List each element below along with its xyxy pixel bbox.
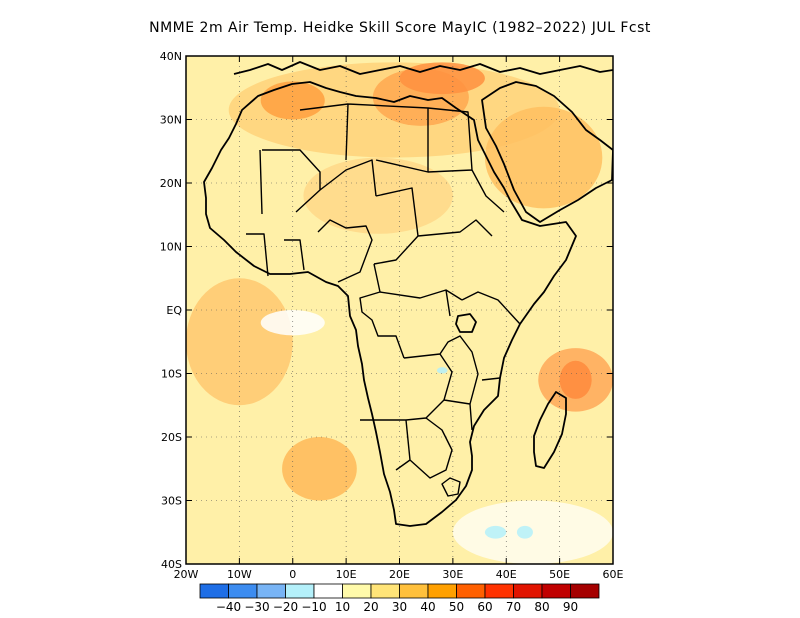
x-tick-label: 50E	[549, 568, 570, 581]
colorbar-swatch	[456, 583, 486, 599]
field-patch-atlantic-white	[260, 310, 325, 336]
y-tick-label: 10N	[160, 241, 182, 254]
colorbar-label: 90	[563, 600, 578, 614]
y-tick-label: 30S	[161, 495, 182, 508]
lake-victoria	[455, 313, 477, 333]
colorbar-label: 20	[363, 600, 378, 614]
x-tick-label: 20E	[389, 568, 410, 581]
colorbar-swatch	[342, 583, 372, 599]
x-tick-label: 10W	[227, 568, 252, 581]
field-patch-morocco-high	[260, 81, 325, 120]
colorbar-label: 40	[420, 600, 435, 614]
y-tick-label: 40S	[161, 558, 182, 571]
skill-field-patches	[186, 62, 613, 564]
colorbar-swatch	[313, 583, 343, 599]
field-patch-arabia-warm	[484, 106, 603, 209]
colorbar-swatch	[285, 583, 315, 599]
colorbar-label: 30	[392, 600, 407, 614]
x-tick-label: 10E	[336, 568, 357, 581]
colorbar-label: 10	[335, 600, 350, 614]
field-patch-cyan-patch-3	[436, 367, 448, 374]
africa-coastline	[203, 81, 577, 527]
gridlines	[186, 56, 613, 564]
europe-coastline	[233, 61, 613, 75]
x-tick-label: 30E	[442, 568, 463, 581]
field-patch-atlantic-south-warm	[282, 437, 357, 501]
x-tick-label: 20W	[174, 568, 199, 581]
y-tick-label: 40N	[160, 50, 182, 63]
colorbar-swatch	[541, 583, 571, 599]
x-tick-label: 40E	[496, 568, 517, 581]
axis-ticks: 20W 10W 0 10E 20E 30E 40E 50E 60E 40N 30N 20N 10N EQ 1…	[160, 50, 624, 581]
colorbar-swatch	[399, 583, 429, 599]
y-tick-label: 10S	[161, 368, 182, 381]
colorbar-label: −10	[301, 600, 326, 614]
colorbar-swatch	[427, 583, 457, 599]
field-patch-madagascar-hot	[559, 360, 592, 399]
colorbar: −40 −30 −20 −10 10 20 30 40 50 60 70 80 90	[199, 583, 600, 614]
colorbar-swatch	[199, 583, 229, 599]
colorbar-label: 60	[477, 600, 492, 614]
x-tick-label: 0	[289, 568, 296, 581]
colorbar-swatch	[370, 583, 400, 599]
colorbar-label: −20	[273, 600, 298, 614]
colorbar-label: 80	[534, 600, 549, 614]
field-patch-cyan-patch-1	[484, 525, 507, 539]
y-tick-label: 20S	[161, 431, 182, 444]
coastlines-and-borders	[203, 61, 613, 527]
colorbar-label: −30	[244, 600, 269, 614]
plot-area	[186, 56, 613, 564]
country-borders	[246, 103, 521, 479]
colorbar-label: 50	[449, 600, 464, 614]
colorbar-swatch	[570, 583, 600, 599]
lesotho-border	[441, 477, 461, 497]
colorbar-swatch	[228, 583, 258, 599]
colorbar-swatch	[484, 583, 514, 599]
y-tick-label: 30N	[160, 114, 182, 127]
arabia-coastline	[481, 81, 613, 223]
madagascar-coastline	[533, 391, 567, 469]
y-tick-label: 20N	[160, 177, 182, 190]
x-tick-label: 60E	[603, 568, 624, 581]
colorbar-swatch	[513, 583, 543, 599]
colorbar-label: −40	[216, 600, 241, 614]
field-patch-mediterranean-high	[399, 62, 485, 95]
y-tick-label: EQ	[166, 304, 182, 317]
map-title: NMME 2m Air Temp. Heidke Skill Score May…	[149, 20, 651, 36]
field-patch-cyan-patch-2	[516, 525, 533, 539]
colorbar-swatch	[256, 583, 286, 599]
colorbar-label: 70	[506, 600, 521, 614]
